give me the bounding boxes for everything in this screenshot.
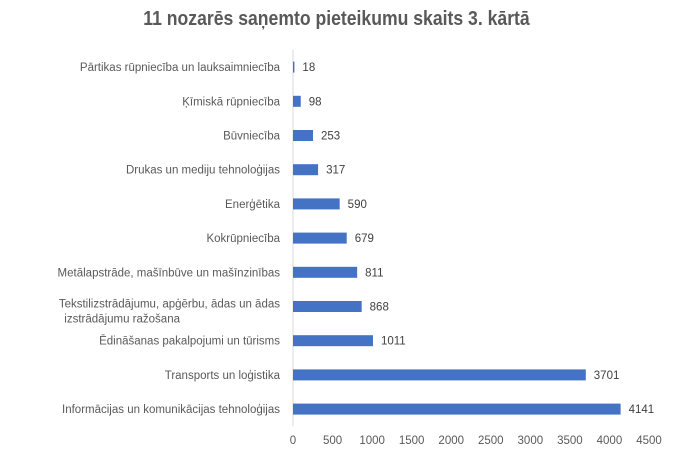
category-label: Drukas un mediju tehnoloģijas — [126, 164, 280, 177]
category-label: Kokrūpniecība — [206, 233, 280, 245]
category-label: Transports un loģistika — [165, 369, 281, 382]
x-tick-label: 3000 — [518, 435, 544, 447]
x-tick-label: 1000 — [359, 435, 385, 447]
bar — [293, 61, 295, 73]
data-label: 868 — [370, 302, 389, 314]
data-label: 4141 — [629, 404, 655, 416]
data-label: 679 — [355, 233, 374, 245]
bar — [293, 232, 347, 244]
x-tick-label: 1500 — [399, 435, 425, 447]
category-label: Ēdināšanas pakalpojumi un tūrisms — [99, 336, 280, 348]
chart-title: 11 nozarēs saņemto pieteikumu skaits 3. … — [143, 8, 530, 30]
bar — [293, 95, 301, 107]
data-label: 1011 — [381, 336, 406, 348]
category-label: Informācijas un komunikācijas tehnoloģij… — [62, 403, 280, 416]
x-tick-label: 0 — [290, 435, 296, 447]
bar — [293, 403, 621, 415]
bar — [293, 301, 362, 312]
data-label: 253 — [321, 131, 340, 143]
x-tick-label: 2000 — [438, 435, 464, 447]
bar — [293, 266, 358, 278]
bar — [293, 335, 373, 347]
category-label: Enerģētika — [225, 198, 281, 211]
category-label: Metālapstrāde, mašīnbūve un mašīnzinības — [58, 267, 281, 279]
bar — [293, 164, 319, 176]
data-label: 811 — [365, 267, 383, 279]
data-label: 590 — [348, 199, 367, 211]
data-label: 317 — [326, 165, 345, 177]
data-label: 98 — [309, 96, 322, 108]
bar — [293, 130, 314, 141]
bar — [293, 198, 340, 210]
x-tick-label: 4500 — [636, 435, 662, 447]
category-label: Pārtikas rūpniecība un lauksaimniecība — [80, 62, 281, 74]
x-tick-label: 500 — [323, 435, 342, 447]
category-label: Ķīmiskā rūpniecība — [182, 96, 280, 108]
data-label: 3701 — [594, 370, 620, 382]
bar — [293, 369, 586, 381]
x-tick-label: 2500 — [478, 435, 504, 447]
x-tick-label: 3500 — [557, 435, 583, 447]
category-label: Tekstilizstrādājumu, apģērbu, ādas un ād… — [59, 298, 280, 326]
data-label: 18 — [302, 62, 315, 74]
category-label: Būvniecība — [223, 131, 281, 143]
x-tick-label: 4000 — [597, 435, 623, 447]
